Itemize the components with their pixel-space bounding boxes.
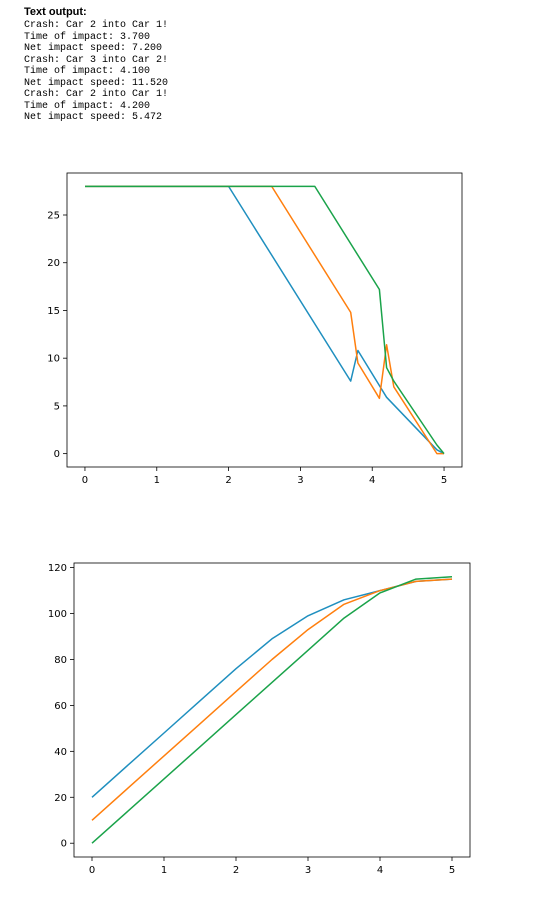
x-tick-label: 0	[82, 475, 88, 486]
text-output: Crash: Car 2 into Car 1! Time of impact: …	[24, 20, 168, 124]
y-tick-label: 25	[47, 211, 60, 222]
output-title: Text output:	[24, 6, 87, 18]
series-line-1	[91, 578, 453, 798]
plot-frame	[73, 562, 471, 858]
y-tick-label: 100	[48, 609, 67, 620]
output-line: Time of impact: 3.700	[24, 31, 151, 43]
x-tick-label: 3	[305, 865, 311, 876]
y-tick-label: 80	[54, 655, 67, 666]
y-tick-label: 40	[54, 747, 67, 758]
series-line-3	[85, 185, 445, 455]
output-line: Net impact speed: 11.520	[24, 77, 169, 89]
y-tick-label: 10	[47, 354, 60, 365]
y-tick-label: 60	[54, 701, 67, 712]
y-tick-label: 5	[54, 401, 60, 412]
plot-frame	[66, 172, 463, 468]
output-line: Time of impact: 4.200	[24, 100, 151, 112]
y-tick-label: 20	[47, 258, 60, 269]
x-tick-label: 2	[225, 475, 231, 486]
x-tick-label: 1	[154, 475, 160, 486]
speed-chart: 0 1 2 3 4 5 0 5 10 15 20 25	[47, 172, 463, 486]
x-tick-label: 4	[377, 865, 383, 876]
y-tick-label: 15	[47, 306, 60, 317]
x-tick-label: 1	[161, 865, 167, 876]
y-tick-label: 0	[54, 449, 60, 460]
x-tick-label: 3	[297, 475, 303, 486]
y-tick-label: 120	[48, 563, 67, 574]
y-tick-label: 20	[54, 793, 67, 804]
series-line-3	[91, 576, 453, 844]
output-line: Net impact speed: 7.200	[24, 43, 163, 54]
y-tick-label: 0	[61, 839, 67, 850]
x-tick-label: 2	[233, 865, 239, 876]
output-line: Time of impact: 4.100	[24, 66, 151, 77]
x-tick-label: 4	[369, 475, 375, 486]
x-tick-label: 5	[449, 865, 455, 876]
series-line-2	[91, 578, 453, 821]
x-tick-label: 0	[89, 865, 95, 876]
x-tick-label: 5	[441, 475, 447, 486]
output-line: Net impact speed: 5.472	[24, 112, 163, 123]
output-line: Crash: Car 3 into Car 2!	[24, 54, 169, 66]
output-line: Crash: Car 2 into Car 1!	[24, 89, 169, 100]
output-line: Crash: Car 2 into Car 1!	[24, 20, 169, 31]
position-chart: 0 1 2 3 4 5 0 20 40 60 80 100 120	[48, 562, 471, 876]
series-line-1	[85, 185, 445, 455]
series-line-2	[85, 185, 444, 455]
